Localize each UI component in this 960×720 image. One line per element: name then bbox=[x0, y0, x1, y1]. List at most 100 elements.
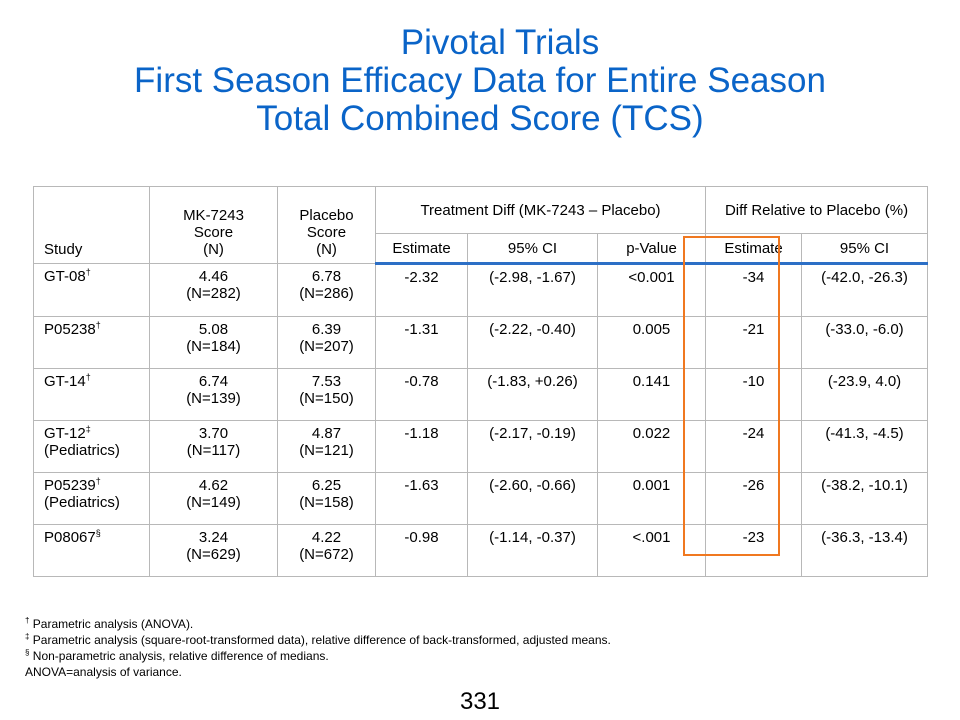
study-name: GT-14 bbox=[44, 373, 86, 390]
cell-rel-estimate: -10 bbox=[705, 368, 802, 421]
cell-estimate: -1.63 bbox=[375, 472, 468, 525]
cell-95ci: (-2.22, -0.40) bbox=[467, 316, 598, 369]
cell-placebo-score: 6.78 (N=286) bbox=[277, 263, 376, 317]
cell-pvalue: <.001 bbox=[597, 524, 706, 577]
cell-pvalue: 0.001 bbox=[597, 472, 706, 525]
footnotes: † Parametric analysis (ANOVA). ‡ Paramet… bbox=[25, 616, 611, 680]
cell-95ci: (-1.83, +0.26) bbox=[467, 368, 598, 421]
cell-pvalue: 0.005 bbox=[597, 316, 706, 369]
table-row: P05238† 5.08 (N=184) 6.39 (N=207) -1.31 (-… bbox=[33, 316, 929, 369]
placebo-score: 6.39 bbox=[311, 321, 342, 338]
footnote-text: Non-parametric analysis, relative differ… bbox=[29, 649, 329, 663]
footnote: ANOVA=analysis of variance. bbox=[25, 664, 611, 680]
cell-placebo-score: 4.22 (N=672) bbox=[277, 524, 376, 577]
header-mk-line3: (N) bbox=[203, 241, 224, 258]
cell-pvalue: 0.022 bbox=[597, 420, 706, 473]
study-name: P05238 bbox=[44, 321, 96, 338]
header-placebo-score: Placebo Score (N) bbox=[277, 186, 376, 264]
study-name: P08067 bbox=[44, 529, 96, 546]
study-name: GT-12 bbox=[44, 425, 86, 442]
slide-title: Pivotal Trials First Season Efficacy Dat… bbox=[0, 24, 960, 138]
title-line-1: Pivotal Trials bbox=[400, 23, 600, 62]
cell-estimate: -0.98 bbox=[375, 524, 468, 577]
cell-mk-score: 3.70 (N=117) bbox=[149, 420, 278, 473]
footnote-mark: § bbox=[25, 648, 30, 657]
placebo-n: (N=158) bbox=[299, 494, 354, 511]
cell-placebo-score: 7.53 (N=150) bbox=[277, 368, 376, 421]
title-line-3: Total Combined Score (TCS) bbox=[256, 99, 704, 138]
mk-score: 3.24 bbox=[198, 529, 229, 546]
cell-mk-score: 4.46 (N=282) bbox=[149, 263, 278, 317]
mk-n: (N=149) bbox=[186, 494, 241, 511]
cell-pvalue: 0.141 bbox=[597, 368, 706, 421]
header-study: Study bbox=[33, 186, 150, 264]
cell-rel-95ci: (-41.3, -4.5) bbox=[800, 420, 929, 473]
cell-mk-score: 6.74 (N=139) bbox=[149, 368, 278, 421]
cell-mk-score: 3.24 (N=629) bbox=[149, 524, 278, 577]
placebo-score: 7.53 bbox=[311, 373, 342, 390]
mk-score: 5.08 bbox=[198, 321, 229, 338]
study-footnote-mark: † bbox=[95, 320, 101, 330]
cell-rel-estimate: -34 bbox=[705, 263, 802, 317]
mk-n: (N=139) bbox=[186, 390, 241, 407]
placebo-score: 6.25 bbox=[311, 477, 342, 494]
header-treatment-diff: Treatment Diff (MK-7243 – Placebo) bbox=[375, 186, 706, 234]
footnote: ‡ Parametric analysis (square-root-trans… bbox=[25, 632, 611, 648]
mk-score: 4.46 bbox=[198, 268, 229, 285]
cell-rel-estimate: -21 bbox=[705, 316, 802, 369]
mk-n: (N=282) bbox=[186, 285, 241, 302]
header-mk-line2: Score bbox=[193, 224, 234, 241]
cell-placebo-score: 6.25 (N=158) bbox=[277, 472, 376, 525]
footnote: † Parametric analysis (ANOVA). bbox=[25, 616, 611, 632]
study-footnote-mark: † bbox=[85, 372, 91, 382]
placebo-n: (N=121) bbox=[299, 442, 354, 459]
header-pvalue: p-Value bbox=[597, 233, 706, 265]
header-mk-score: MK-7243 Score (N) bbox=[149, 186, 278, 264]
study-subgroup: (Pediatrics) bbox=[44, 494, 120, 511]
cell-pvalue: <0.001 bbox=[597, 263, 706, 317]
footnote: § Non-parametric analysis, relative diff… bbox=[25, 648, 611, 664]
cell-rel-95ci: (-33.0, -6.0) bbox=[800, 316, 929, 369]
cell-rel-95ci: (-42.0, -26.3) bbox=[800, 263, 929, 317]
footnote-text: ANOVA=analysis of variance. bbox=[25, 665, 182, 679]
study-footnote-mark: † bbox=[95, 476, 101, 486]
cell-placebo-score: 4.87 (N=121) bbox=[277, 420, 376, 473]
placebo-score: 4.22 bbox=[311, 529, 342, 546]
header-placebo-line2: Score bbox=[306, 224, 347, 241]
study-subgroup: (Pediatrics) bbox=[44, 442, 120, 459]
placebo-n: (N=286) bbox=[299, 285, 354, 302]
mk-score: 3.70 bbox=[198, 425, 229, 442]
cell-estimate: -1.18 bbox=[375, 420, 468, 473]
study-name: P05239 bbox=[44, 477, 96, 494]
cell-95ci: (-1.14, -0.37) bbox=[467, 524, 598, 577]
mk-score: 4.62 bbox=[198, 477, 229, 494]
cell-study: P08067§ bbox=[33, 524, 150, 577]
mk-n: (N=629) bbox=[186, 546, 241, 563]
header-diff-relative: Diff Relative to Placebo (%) bbox=[704, 186, 929, 234]
footnote-text: Parametric analysis (square-root-transfo… bbox=[29, 633, 611, 647]
table-row: GT-12‡ (Pediatrics) 3.70 (N=117) 4.87 (N=12… bbox=[33, 420, 929, 473]
placebo-score: 4.87 bbox=[311, 425, 342, 442]
table-row: GT-08† 4.46 (N=282) 6.78 (N=286) -2.32 (-2… bbox=[33, 263, 929, 317]
cell-95ci: (-2.60, -0.66) bbox=[467, 472, 598, 525]
cell-placebo-score: 6.39 (N=207) bbox=[277, 316, 376, 369]
cell-estimate: -2.32 bbox=[375, 263, 468, 317]
cell-rel-estimate: -23 bbox=[705, 524, 802, 577]
header-mk-line1: MK-7243 bbox=[183, 207, 244, 224]
cell-rel-95ci: (-36.3, -13.4) bbox=[800, 524, 929, 577]
mk-n: (N=184) bbox=[186, 338, 241, 355]
cell-rel-estimate: -26 bbox=[705, 472, 802, 525]
cell-estimate: -0.78 bbox=[375, 368, 468, 421]
header-estimate: Estimate bbox=[375, 233, 468, 265]
mk-score: 6.74 bbox=[198, 373, 229, 390]
cell-study: GT-12‡ (Pediatrics) bbox=[33, 420, 150, 473]
placebo-score: 6.78 bbox=[311, 268, 342, 285]
placebo-n: (N=207) bbox=[299, 338, 354, 355]
header-95ci: 95% CI bbox=[467, 233, 598, 265]
study-name: GT-08 bbox=[44, 268, 86, 285]
cell-rel-estimate: -24 bbox=[705, 420, 802, 473]
study-footnote-mark: ‡ bbox=[85, 424, 91, 434]
header-rel-estimate: Estimate bbox=[705, 233, 802, 265]
cell-95ci: (-2.98, -1.67) bbox=[467, 263, 598, 317]
footnote-text: Parametric analysis (ANOVA). bbox=[29, 617, 194, 631]
